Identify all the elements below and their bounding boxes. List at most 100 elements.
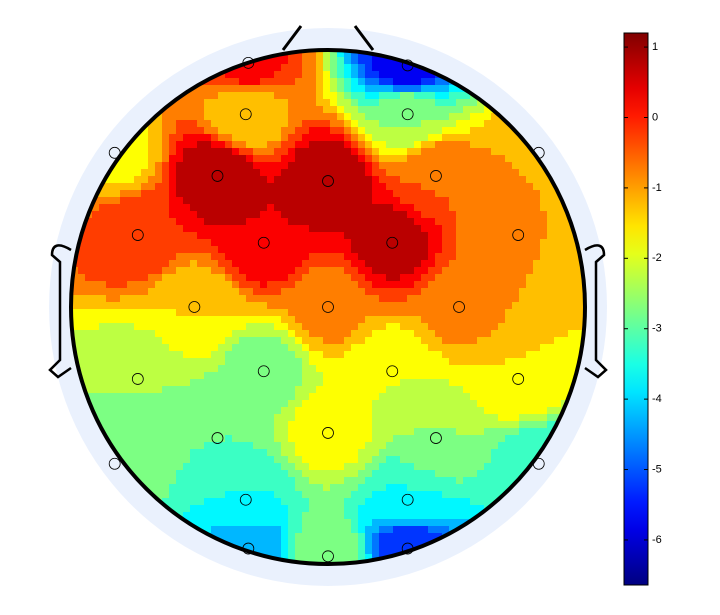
field-cell — [330, 78, 338, 86]
field-cell — [239, 288, 247, 296]
field-cell — [428, 477, 436, 485]
field-cell — [365, 288, 373, 296]
field-cell — [463, 92, 471, 100]
field-cell — [239, 92, 247, 100]
electrode — [257, 236, 270, 249]
field-cell — [330, 351, 338, 359]
field-cell — [379, 302, 387, 310]
field-cell — [400, 120, 408, 128]
field-cell — [71, 330, 79, 338]
field-cell — [428, 295, 436, 303]
field-cell — [267, 85, 275, 93]
field-cell — [540, 274, 548, 282]
field-cell — [120, 456, 128, 464]
field-cell — [162, 218, 170, 226]
field-cell — [218, 190, 226, 198]
colorbar-tick-label: -5 — [652, 463, 662, 475]
field-cell — [225, 225, 233, 233]
field-cell — [470, 190, 478, 198]
field-cell — [134, 155, 142, 163]
field-cell — [337, 232, 345, 240]
field-cell — [274, 295, 282, 303]
field-cell — [449, 351, 457, 359]
field-cell — [120, 176, 128, 184]
field-cell — [449, 449, 457, 457]
field-cell — [526, 337, 534, 345]
field-cell — [204, 449, 212, 457]
field-cell — [106, 190, 114, 198]
electrode — [532, 457, 545, 470]
field-cell — [260, 498, 268, 506]
field-cell — [491, 225, 499, 233]
field-cell — [519, 386, 527, 394]
field-cell — [561, 316, 569, 324]
field-cell — [316, 498, 324, 506]
field-cell — [428, 309, 436, 317]
field-cell — [414, 85, 422, 93]
field-cell — [435, 92, 443, 100]
field-cell — [449, 176, 457, 184]
field-cell — [547, 372, 555, 380]
field-cell — [414, 533, 422, 541]
field-cell — [316, 330, 324, 338]
field-cell — [267, 491, 275, 499]
field-cell — [365, 309, 373, 317]
field-cell — [288, 512, 296, 520]
field-cell — [239, 302, 247, 310]
field-cell — [393, 505, 401, 513]
electrode — [131, 229, 144, 241]
field-cell — [218, 246, 226, 254]
field-cell — [330, 428, 338, 436]
field-cell — [239, 309, 247, 317]
field-cell — [484, 162, 492, 170]
field-cell — [456, 393, 464, 401]
field-cell — [400, 400, 408, 408]
field-cell — [456, 323, 464, 331]
field-cell — [281, 78, 289, 86]
field-cell — [365, 141, 373, 149]
field-cell — [155, 407, 163, 415]
field-cell — [568, 365, 576, 373]
field-cell — [134, 470, 142, 478]
field-cell — [211, 155, 219, 163]
field-cell — [449, 134, 457, 142]
field-cell — [267, 155, 275, 163]
field-cell — [92, 302, 100, 310]
field-cell — [358, 456, 366, 464]
field-cell — [113, 302, 121, 310]
field-cell — [337, 141, 345, 149]
field-cell — [463, 232, 471, 240]
field-cell — [407, 232, 415, 240]
field-cell — [295, 141, 303, 149]
field-cell — [253, 491, 261, 499]
ear-left — [48, 244, 72, 379]
field-cell — [309, 414, 317, 422]
field-cell — [330, 99, 338, 107]
field-cell — [309, 386, 317, 394]
field-cell — [295, 365, 303, 373]
field-cell — [533, 288, 541, 296]
head-outline — [69, 48, 587, 566]
field-cell — [442, 113, 450, 121]
field-cell — [463, 463, 471, 471]
field-cell — [435, 113, 443, 121]
field-cell — [148, 379, 156, 387]
electrode — [322, 301, 334, 313]
field-cell — [288, 225, 296, 233]
field-cell — [225, 134, 233, 142]
field-cell — [344, 190, 352, 198]
field-cell — [372, 547, 380, 555]
field-cell — [134, 197, 142, 205]
field-cell — [134, 316, 142, 324]
field-cell — [358, 232, 366, 240]
field-cell — [372, 316, 380, 324]
field-cell — [379, 309, 387, 317]
field-cell — [547, 358, 555, 366]
field-cell — [379, 211, 387, 219]
field-cell — [358, 57, 366, 65]
field-cell — [323, 351, 331, 359]
field-cell — [386, 127, 394, 135]
field-cell — [225, 498, 233, 506]
field-cell — [302, 155, 310, 163]
field-cell — [442, 232, 450, 240]
